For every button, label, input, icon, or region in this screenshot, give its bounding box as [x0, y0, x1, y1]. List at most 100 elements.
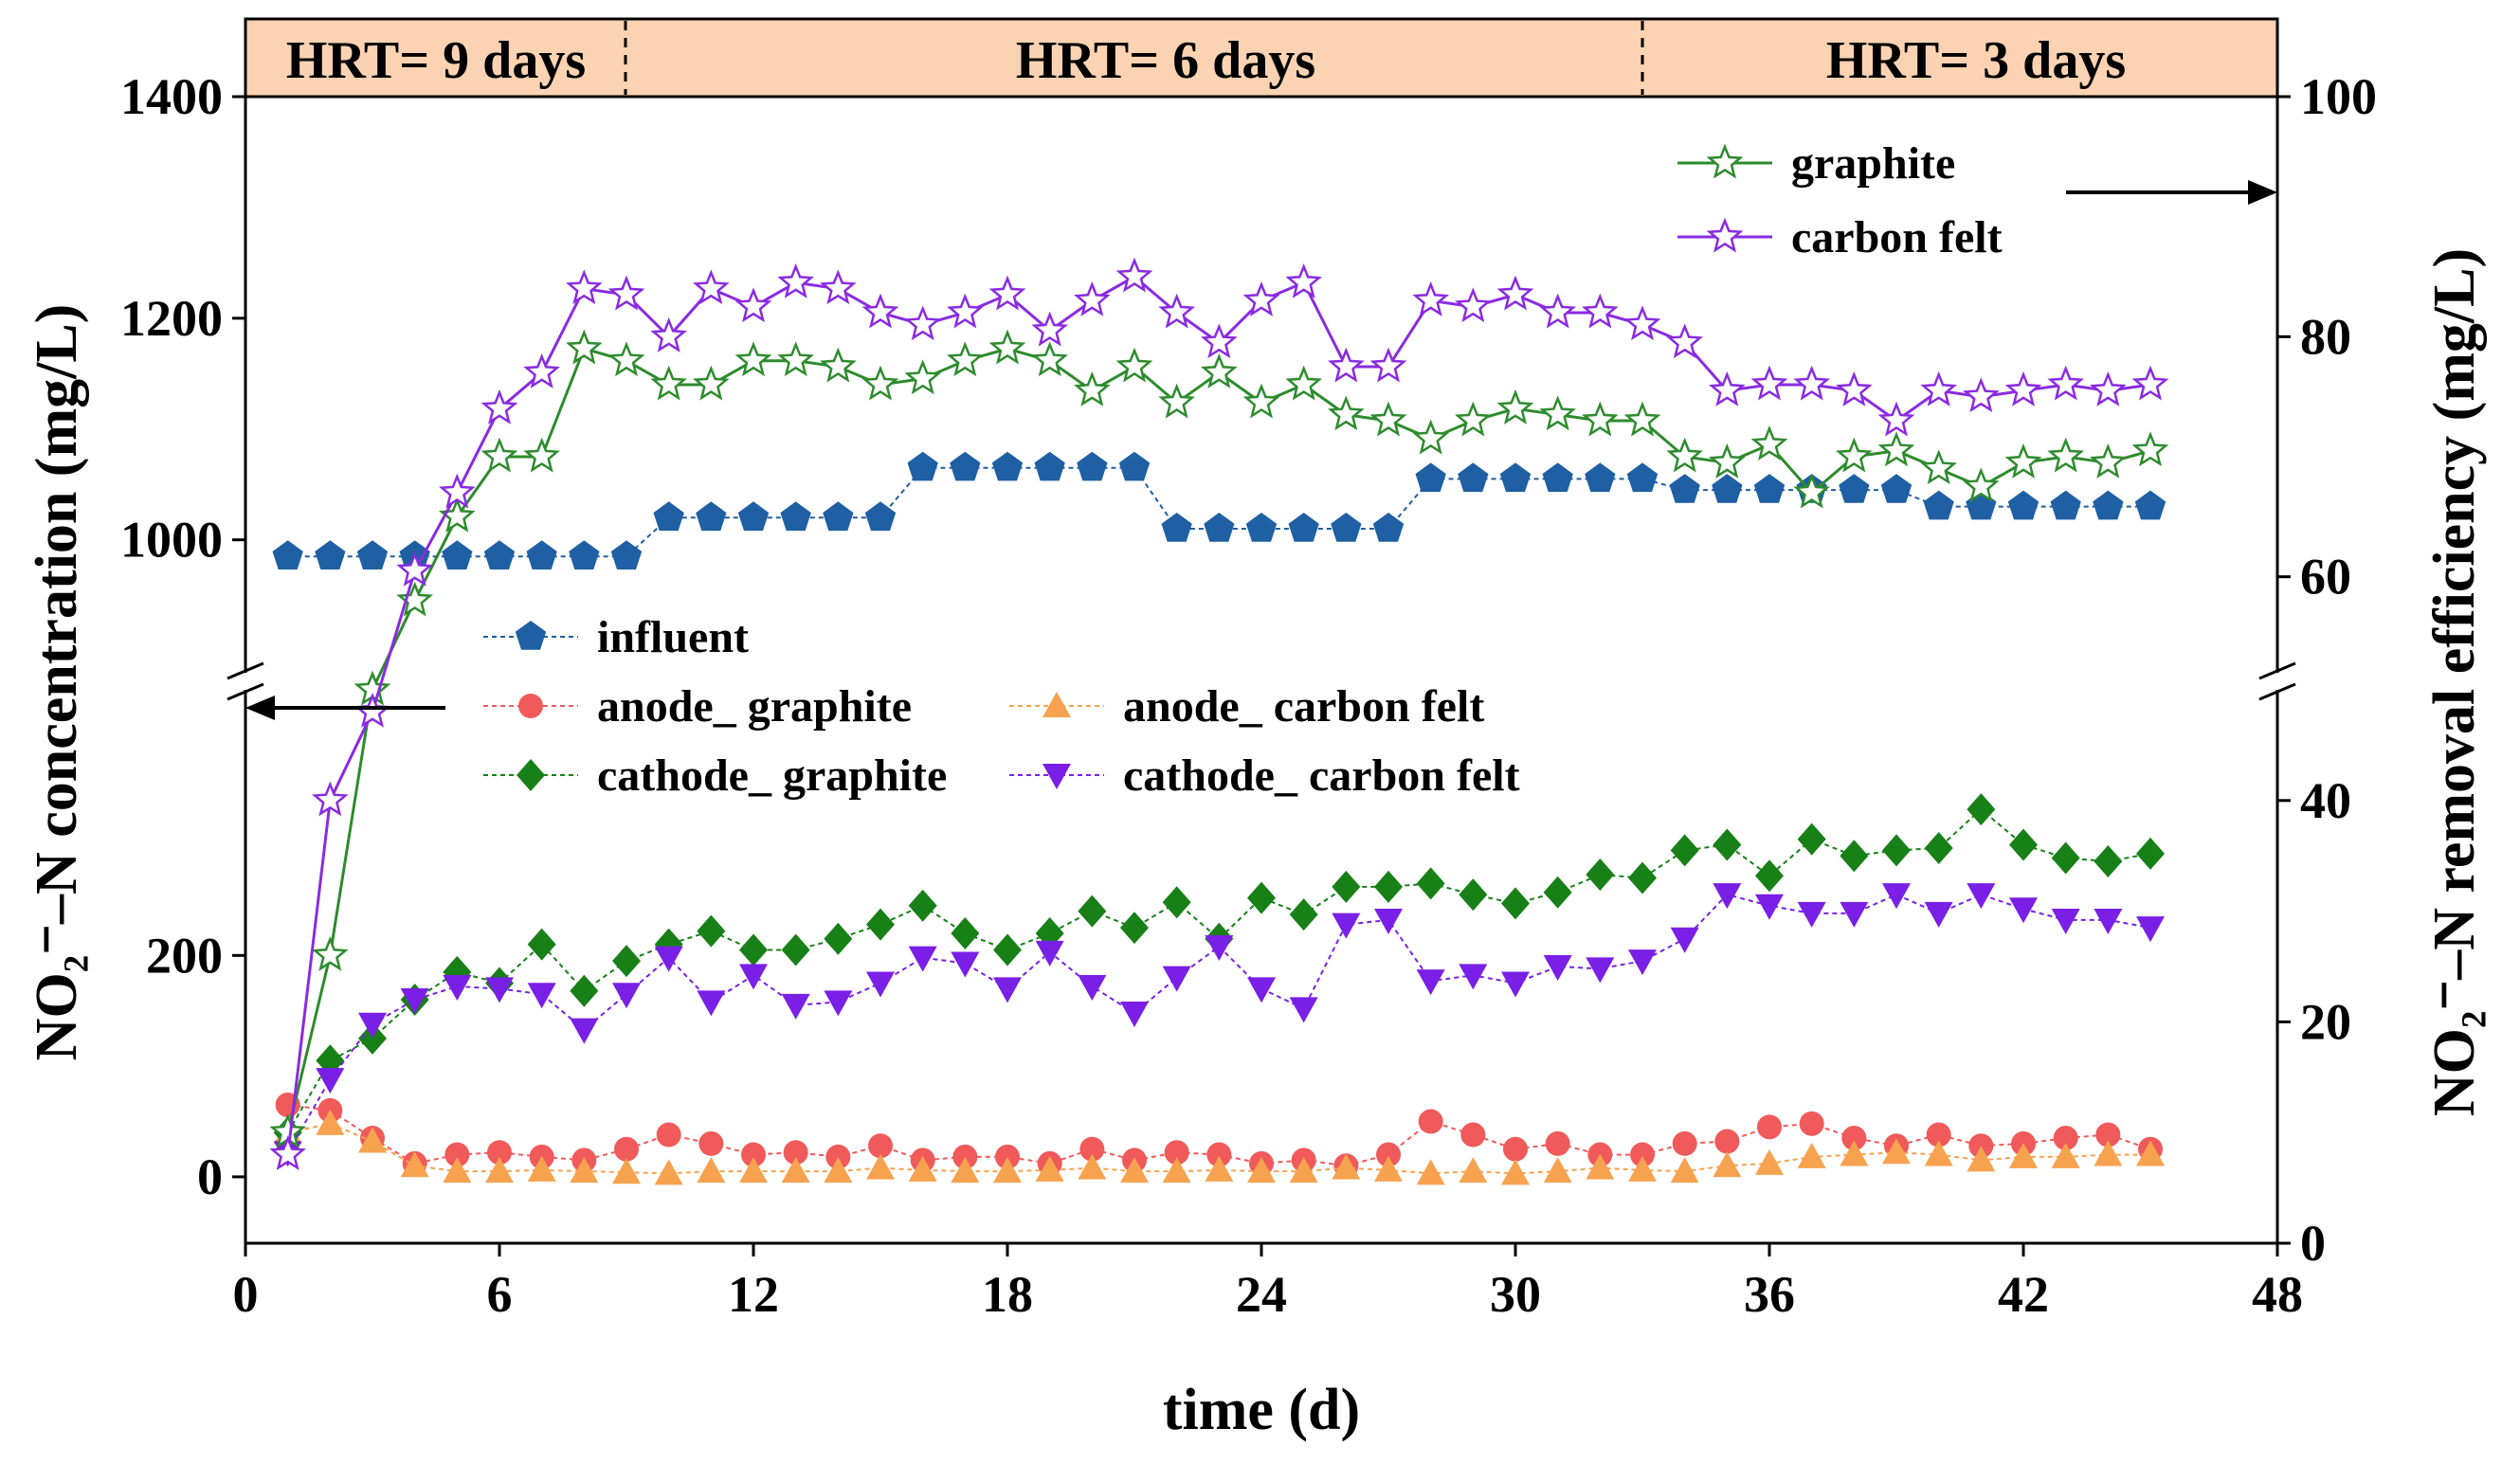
data-point-anode-carbon-felt	[1586, 1153, 1615, 1180]
data-point-graphite	[1750, 425, 1788, 461]
data-point-anode-graphite	[741, 1142, 766, 1167]
data-point-graphite	[693, 365, 730, 401]
data-point-cathode-carbon-felt	[993, 977, 1022, 1003]
data-point-cathode-graphite	[1374, 870, 1403, 903]
data-point-anode-carbon-felt	[1797, 1142, 1826, 1168]
data-point-anode-carbon-felt	[400, 1151, 429, 1178]
data-point-anode-carbon-felt	[1967, 1146, 1996, 1172]
data-point-graphite	[2047, 437, 2084, 473]
data-point-influent	[1499, 462, 1532, 493]
data-point-cathode-graphite	[1967, 793, 1996, 826]
data-point-carbon-felt	[1455, 287, 1492, 323]
data-point-carbon-felt	[988, 275, 1026, 311]
data-point-cathode-graphite	[908, 889, 937, 922]
left-tick-label: 1000	[120, 512, 223, 569]
data-point-influent	[1118, 451, 1151, 481]
data-point-cathode-carbon-felt	[1120, 1002, 1149, 1028]
data-point-anode-graphite	[995, 1144, 1020, 1169]
data-point-anode-carbon-felt	[1755, 1148, 1784, 1175]
data-point-anode-carbon-felt	[570, 1157, 599, 1184]
data-point-cathode-carbon-felt	[1840, 901, 1869, 928]
data-point-anode-graphite	[783, 1140, 808, 1166]
data-point-anode-carbon-felt	[739, 1157, 768, 1184]
data-point-cathode-graphite	[866, 908, 895, 941]
data-point-cathode-graphite	[1247, 881, 1276, 914]
data-point-graphite	[523, 437, 560, 473]
data-point-cathode-carbon-felt	[358, 1012, 387, 1039]
data-point-anode-graphite	[656, 1122, 681, 1148]
left-tick-label: 1200	[120, 290, 223, 347]
data-point-influent	[991, 451, 1024, 481]
data-point-influent	[780, 501, 811, 532]
data-point-anode-carbon-felt	[1374, 1155, 1403, 1182]
data-point-cathode-carbon-felt	[2009, 897, 2038, 924]
data-point-carbon-felt	[1158, 293, 1195, 329]
data-point-influent	[569, 540, 600, 569]
data-point-influent	[1331, 513, 1362, 542]
data-point-cathode-graphite	[570, 974, 599, 1007]
data-point-anode-carbon-felt	[1713, 1151, 1742, 1178]
data-point-carbon-felt	[1793, 365, 1830, 401]
data-point-cathode-carbon-felt	[1967, 883, 1996, 910]
data-point-cathode-carbon-felt	[1543, 955, 1572, 981]
data-point-graphite	[1455, 401, 1492, 437]
data-point-carbon-felt	[1285, 262, 1322, 298]
data-point-graphite	[1242, 383, 1280, 419]
data-point-cathode-carbon-felt	[316, 1068, 345, 1094]
right-axis-ticks: 0 20 40 60 80 100	[2277, 68, 2377, 1272]
data-point-anode-graphite	[614, 1136, 639, 1162]
left-axis-title: NO₂⁻–N concentration (mg/L)	[25, 304, 89, 1061]
data-point-carbon-felt	[777, 262, 814, 298]
data-point-anode-graphite	[1164, 1140, 1189, 1166]
data-point-cathode-carbon-felt	[697, 990, 726, 1017]
series-anode-graphite	[275, 1093, 2163, 1179]
hrt-label-9-days: HRT= 9 days	[286, 31, 586, 90]
data-point-anode-carbon-felt	[1670, 1157, 1699, 1184]
data-point-cathode-carbon-felt	[1586, 957, 1615, 984]
data-point-graphite	[1836, 437, 1873, 473]
series-line-anode-graphite	[287, 1104, 2151, 1167]
data-point-influent	[1923, 490, 1954, 520]
data-point-graphite	[1074, 371, 1111, 407]
data-point-anode-carbon-felt	[1035, 1155, 1064, 1182]
data-point-cathode-graphite	[2051, 841, 2080, 875]
legend-marker	[1706, 143, 1744, 179]
data-point-carbon-felt	[2047, 365, 2084, 401]
legend-item-cathode-carbon-felt: cathode_ carbon felt	[1009, 750, 1520, 801]
data-point-carbon-felt	[650, 316, 687, 352]
data-point-influent	[653, 501, 684, 532]
data-point-influent	[907, 451, 938, 481]
data-point-influent	[1204, 513, 1235, 542]
data-point-anode-carbon-felt	[654, 1159, 683, 1185]
data-point-anode-carbon-felt	[2051, 1142, 2080, 1168]
data-point-cathode-carbon-felt	[2051, 908, 2080, 934]
data-point-cathode-graphite	[697, 914, 726, 948]
data-point-cathode-carbon-felt	[1501, 971, 1530, 998]
data-point-cathode-graphite	[1840, 840, 1869, 873]
data-point-cathode-graphite	[1755, 859, 1784, 893]
data-point-graphite	[1539, 395, 1576, 431]
data-point-cathode-graphite	[824, 922, 853, 955]
data-point-anode-carbon-felt	[612, 1158, 641, 1184]
data-point-carbon-felt	[1582, 293, 1619, 329]
data-point-cathode-graphite	[1459, 878, 1488, 912]
data-point-influent	[483, 540, 516, 569]
series-graphite	[269, 329, 2169, 1148]
legend-marker	[1042, 764, 1071, 789]
legend-lower: influent anode_ graphite anode_ carbon fel…	[483, 612, 1520, 801]
data-point-cathode-graphite	[1332, 870, 1361, 903]
data-point-graphite	[777, 341, 814, 377]
legend-marker	[1042, 692, 1071, 717]
hrt-header: HRT= 9 days HRT= 6 days HRT= 3 days	[244, 17, 2279, 99]
data-point-cathode-graphite	[1289, 898, 1318, 931]
data-point-anode-carbon-felt	[2094, 1140, 2123, 1166]
data-point-cathode-graphite	[2094, 845, 2123, 878]
data-point-influent	[272, 540, 303, 569]
data-point-anode-carbon-felt	[1289, 1157, 1318, 1184]
data-point-cathode-graphite	[1882, 834, 1911, 867]
data-point-anode-graphite	[952, 1144, 978, 1169]
data-point-carbon-felt	[1115, 257, 1153, 293]
legend-label: anode_ carbon felt	[1123, 681, 1484, 732]
data-point-anode-carbon-felt	[443, 1157, 472, 1184]
data-point-carbon-felt	[312, 781, 349, 817]
